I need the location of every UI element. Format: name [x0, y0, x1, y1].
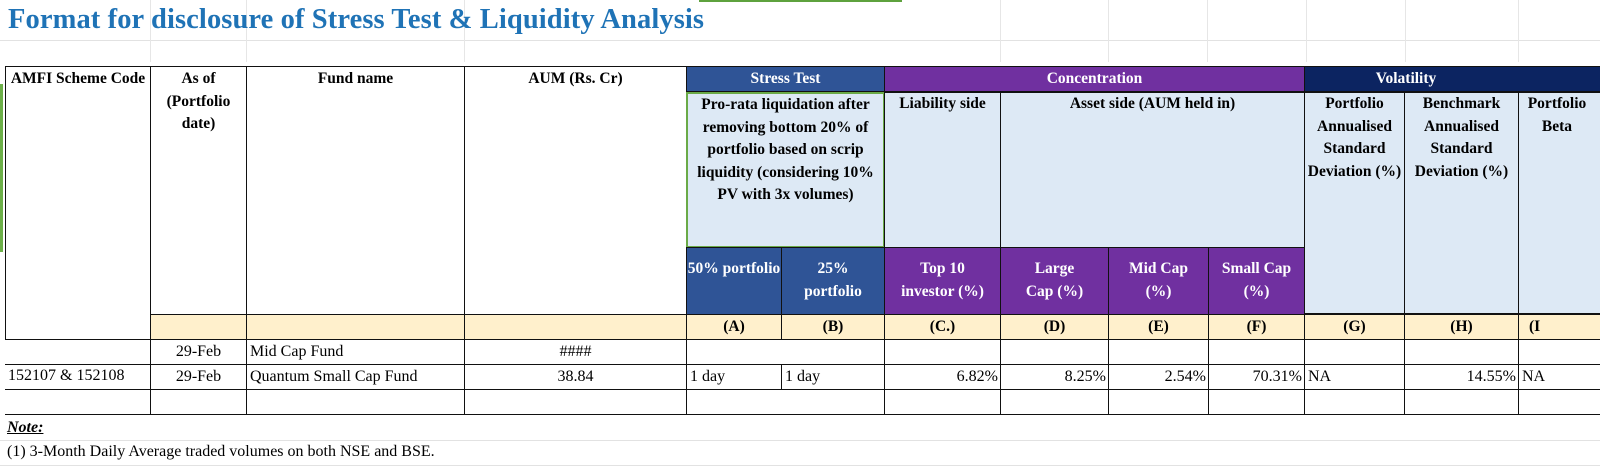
header-asset-side[interactable]: Asset side (AUM held in): [1000, 92, 1305, 248]
letter-e[interactable]: (E): [1108, 314, 1209, 340]
cell-a[interactable]: [686, 389, 885, 415]
grid-col-line: [1518, 0, 1519, 62]
cell-f[interactable]: [1208, 339, 1305, 365]
cell-c[interactable]: [884, 389, 1001, 415]
letter-i[interactable]: (I: [1518, 314, 1600, 340]
cell-f[interactable]: [1208, 389, 1305, 415]
sheet-title: Format for disclosure of Stress Test & L…: [8, 4, 705, 35]
cell-d[interactable]: [1000, 389, 1109, 415]
cell-fund-name[interactable]: [246, 389, 465, 415]
header-aum[interactable]: AUM (Rs. Cr): [464, 66, 687, 340]
group-stress-test[interactable]: Stress Test: [686, 66, 885, 92]
cell-as-of[interactable]: [150, 389, 247, 415]
cell-amfi-code[interactable]: 152107 & 152108: [8, 367, 125, 384]
cell-e[interactable]: [1108, 389, 1209, 415]
letter-cell-empty: [150, 314, 247, 340]
cell-amfi-code[interactable]: [5, 339, 151, 365]
subheader-mid-cap[interactable]: Mid Cap (%): [1108, 247, 1209, 315]
cell-fund-name[interactable]: Mid Cap Fund: [246, 339, 465, 365]
selection-indicator: [699, 0, 902, 2]
cell-h[interactable]: 14.55%: [1404, 364, 1519, 390]
grid-col-line: [1207, 0, 1208, 62]
row-selection-marker: [0, 84, 3, 252]
cell-aum[interactable]: ####: [464, 339, 687, 365]
grid-col-line: [246, 0, 247, 62]
header-liability-side[interactable]: Liability side: [884, 92, 1001, 248]
group-concentration[interactable]: Concentration: [884, 66, 1305, 92]
cell-d[interactable]: 8.25%: [1000, 364, 1109, 390]
grid-col-line: [1405, 0, 1406, 62]
letter-b[interactable]: (B): [781, 314, 885, 340]
note-line: (1) 3-Month Daily Average traded volumes…: [7, 443, 435, 460]
grid-col-line: [150, 0, 151, 62]
note-title: Note:: [7, 419, 44, 436]
grid-row-line: [0, 465, 1600, 466]
cell-h[interactable]: [1404, 339, 1519, 365]
grid-col-line: [1306, 0, 1307, 62]
letter-d[interactable]: (D): [1000, 314, 1109, 340]
subheader-50-portfolio[interactable]: 50% portfolio: [686, 247, 782, 315]
cell-as-of[interactable]: 29-Feb: [150, 364, 247, 390]
header-portfolio-beta[interactable]: Portfolio Beta: [1518, 92, 1600, 314]
grid-col-line: [1000, 0, 1001, 62]
cell-fund-name[interactable]: Quantum Small Cap Fund: [246, 364, 465, 390]
grid-row-line: [0, 440, 1600, 441]
header-as-of[interactable]: As of (Portfolio date): [150, 66, 247, 340]
header-fund-name[interactable]: Fund name: [246, 66, 465, 340]
grid-col-line: [1108, 0, 1109, 62]
cell-f[interactable]: 70.31%: [1208, 364, 1305, 390]
cell-aum[interactable]: [464, 389, 687, 415]
cell-g[interactable]: [1304, 339, 1405, 365]
cell-i[interactable]: NA: [1518, 364, 1600, 390]
letter-cell-empty: [246, 314, 465, 340]
cell-amfi-code[interactable]: [5, 389, 151, 415]
cell-b[interactable]: 1 day: [781, 364, 885, 390]
cell-g[interactable]: NA: [1304, 364, 1405, 390]
letter-h[interactable]: (H): [1404, 314, 1519, 340]
cell-c[interactable]: 6.82%: [884, 364, 1001, 390]
letter-cell-empty: [464, 314, 687, 340]
cell-e[interactable]: 2.54%: [1108, 364, 1209, 390]
cell-c[interactable]: [884, 339, 1001, 365]
letter-g[interactable]: (G): [1304, 314, 1405, 340]
cell-d[interactable]: [1000, 339, 1109, 365]
subheader-25-portfolio[interactable]: 25% portfolio: [781, 247, 885, 315]
header-portfolio-beta-text: Portfolio Beta: [1527, 95, 1587, 135]
cell-i[interactable]: [1518, 339, 1600, 365]
cell-h[interactable]: [1404, 389, 1519, 415]
header-portfolio-sd[interactable]: Portfolio Annualised Standard Deviation …: [1304, 92, 1405, 314]
header-stress-description[interactable]: Pro-rata liquidation after removing bott…: [686, 92, 885, 248]
subheader-top10-investor[interactable]: Top 10 investor (%): [884, 247, 1001, 315]
cell-e[interactable]: [1108, 339, 1209, 365]
subheader-large-cap[interactable]: Large Cap (%): [1000, 247, 1109, 315]
header-amfi-scheme-code[interactable]: AMFI Scheme Code: [5, 66, 151, 340]
cell-as-of[interactable]: 29-Feb: [150, 339, 247, 365]
cell-aum[interactable]: 38.84: [464, 364, 687, 390]
cell-a[interactable]: 1 day: [686, 364, 782, 390]
letter-c[interactable]: (C.): [884, 314, 1001, 340]
cell-g[interactable]: [1304, 389, 1405, 415]
cell-i[interactable]: [1518, 389, 1600, 415]
cell-a[interactable]: [686, 339, 885, 365]
subheader-small-cap[interactable]: Small Cap (%): [1208, 247, 1305, 315]
letter-a[interactable]: (A): [686, 314, 782, 340]
group-volatility[interactable]: Volatility: [1304, 66, 1600, 92]
header-benchmark-sd[interactable]: Benchmark Annualised Standard Deviation …: [1404, 92, 1519, 314]
grid-col-line: [464, 0, 465, 62]
grid-row-line: [0, 40, 1600, 41]
letter-f[interactable]: (F): [1208, 314, 1305, 340]
